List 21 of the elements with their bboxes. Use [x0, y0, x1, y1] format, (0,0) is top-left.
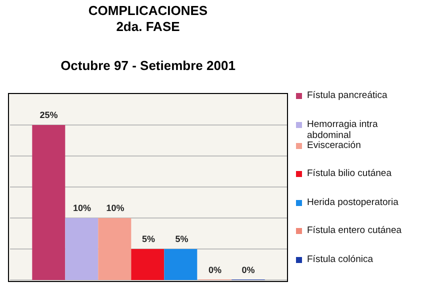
legend-label: Evisceración [307, 140, 361, 150]
data-label: 5% [142, 234, 156, 244]
legend-label: Herida postoperatoria [307, 196, 398, 208]
legend-label: Fístula colónica [307, 254, 374, 264]
chart-subtitle: Octubre 97 - Setiembre 2001 [60, 58, 236, 73]
bar [164, 249, 198, 280]
chart-title: COMPLICACIONES 2da. FASE [87, 3, 209, 35]
legend-label: Hemorragia intra abdominal [307, 118, 379, 140]
data-label: 5% [175, 234, 188, 244]
bar [65, 218, 98, 280]
bar [131, 249, 164, 280]
data-label: 25% [40, 110, 58, 120]
data-label: 0% [242, 265, 255, 275]
legend-label: Fístula entero cutánea [307, 225, 402, 236]
legend-label: Fístula pancreática [307, 90, 388, 101]
bar [98, 218, 132, 280]
bar [32, 125, 66, 280]
data-label: 10% [106, 203, 124, 213]
data-label: 10% [73, 203, 92, 213]
legend-label: Fístula bilio cutánea [307, 168, 392, 179]
data-label: 0% [208, 265, 222, 275]
